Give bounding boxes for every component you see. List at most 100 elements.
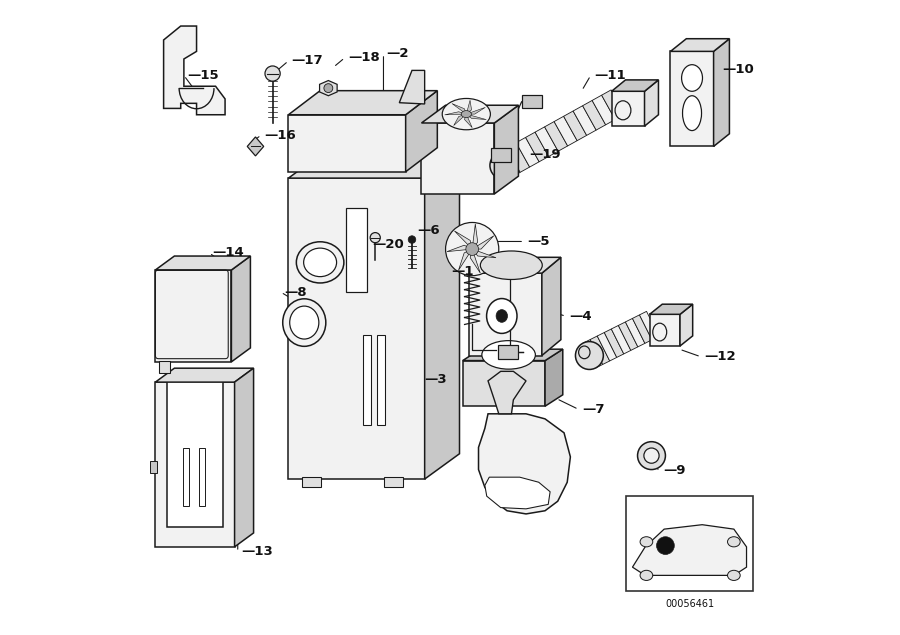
- Polygon shape: [288, 115, 406, 172]
- Ellipse shape: [482, 340, 536, 369]
- Polygon shape: [507, 143, 529, 172]
- Text: —13: —13: [241, 545, 273, 558]
- Ellipse shape: [461, 110, 472, 117]
- Polygon shape: [612, 91, 644, 126]
- Bar: [302, 477, 321, 486]
- Ellipse shape: [496, 310, 508, 323]
- Polygon shape: [670, 39, 729, 51]
- Text: —2: —2: [387, 48, 410, 60]
- Ellipse shape: [640, 570, 652, 580]
- Polygon shape: [618, 322, 638, 351]
- Ellipse shape: [727, 537, 740, 547]
- Polygon shape: [650, 314, 680, 346]
- Text: —14: —14: [212, 246, 244, 259]
- Text: —20: —20: [373, 238, 404, 251]
- Polygon shape: [650, 304, 693, 314]
- Polygon shape: [447, 245, 473, 251]
- Bar: [346, 208, 367, 293]
- Polygon shape: [400, 70, 425, 104]
- Ellipse shape: [575, 342, 603, 370]
- Circle shape: [409, 236, 416, 243]
- Polygon shape: [494, 105, 518, 194]
- Polygon shape: [472, 224, 478, 249]
- Polygon shape: [470, 249, 481, 273]
- Polygon shape: [320, 81, 338, 96]
- Polygon shape: [516, 137, 539, 167]
- Bar: [491, 149, 511, 163]
- Polygon shape: [425, 153, 460, 479]
- Circle shape: [446, 222, 499, 276]
- Text: —4: —4: [569, 310, 591, 323]
- Polygon shape: [582, 100, 606, 130]
- Polygon shape: [452, 104, 466, 114]
- Bar: [183, 448, 189, 505]
- Polygon shape: [714, 39, 729, 147]
- Polygon shape: [542, 257, 561, 356]
- Polygon shape: [248, 137, 264, 156]
- Text: —19: —19: [529, 147, 561, 161]
- Ellipse shape: [283, 299, 326, 346]
- Bar: [364, 335, 371, 425]
- Polygon shape: [463, 361, 545, 406]
- Polygon shape: [644, 80, 659, 126]
- Polygon shape: [598, 333, 616, 361]
- Polygon shape: [554, 116, 577, 146]
- Ellipse shape: [681, 65, 703, 91]
- Circle shape: [466, 243, 479, 255]
- Polygon shape: [466, 114, 486, 119]
- Circle shape: [657, 537, 674, 554]
- Polygon shape: [454, 114, 466, 126]
- Polygon shape: [626, 318, 645, 347]
- Polygon shape: [406, 91, 437, 172]
- Circle shape: [644, 448, 659, 463]
- Text: —1: —1: [451, 265, 473, 278]
- Ellipse shape: [682, 96, 701, 131]
- Polygon shape: [156, 368, 254, 382]
- Polygon shape: [573, 105, 596, 135]
- Circle shape: [370, 232, 381, 243]
- Text: —3: —3: [425, 373, 447, 386]
- Polygon shape: [583, 340, 603, 368]
- Polygon shape: [445, 112, 466, 115]
- Text: —15: —15: [187, 69, 219, 82]
- Text: —8: —8: [284, 286, 307, 298]
- Polygon shape: [458, 249, 473, 271]
- Polygon shape: [235, 368, 254, 547]
- Ellipse shape: [296, 242, 344, 283]
- Bar: [158, 361, 170, 373]
- Polygon shape: [536, 127, 558, 156]
- Ellipse shape: [290, 306, 319, 339]
- Text: —6: —6: [417, 224, 440, 237]
- Polygon shape: [469, 257, 561, 273]
- Polygon shape: [156, 382, 235, 547]
- Polygon shape: [466, 100, 472, 114]
- Polygon shape: [479, 414, 571, 514]
- Polygon shape: [466, 107, 485, 114]
- Polygon shape: [526, 132, 549, 162]
- Bar: [626, 496, 753, 591]
- Polygon shape: [590, 336, 609, 364]
- Text: —5: —5: [527, 235, 550, 248]
- Polygon shape: [544, 121, 568, 151]
- Polygon shape: [601, 90, 625, 119]
- Polygon shape: [454, 231, 472, 249]
- Bar: [377, 335, 385, 425]
- Text: —7: —7: [581, 403, 604, 416]
- Text: —10: —10: [723, 63, 754, 76]
- Circle shape: [324, 84, 333, 93]
- Polygon shape: [633, 315, 652, 344]
- Polygon shape: [488, 371, 526, 414]
- Polygon shape: [670, 51, 714, 147]
- Polygon shape: [288, 91, 437, 115]
- Polygon shape: [472, 236, 494, 249]
- Polygon shape: [421, 123, 494, 194]
- Bar: [199, 448, 205, 505]
- Text: —16: —16: [265, 128, 296, 142]
- Ellipse shape: [490, 152, 518, 179]
- Ellipse shape: [442, 98, 490, 130]
- Bar: [522, 95, 542, 108]
- Text: —9: —9: [663, 464, 686, 478]
- Polygon shape: [231, 256, 250, 362]
- Polygon shape: [563, 111, 587, 141]
- Polygon shape: [469, 273, 542, 356]
